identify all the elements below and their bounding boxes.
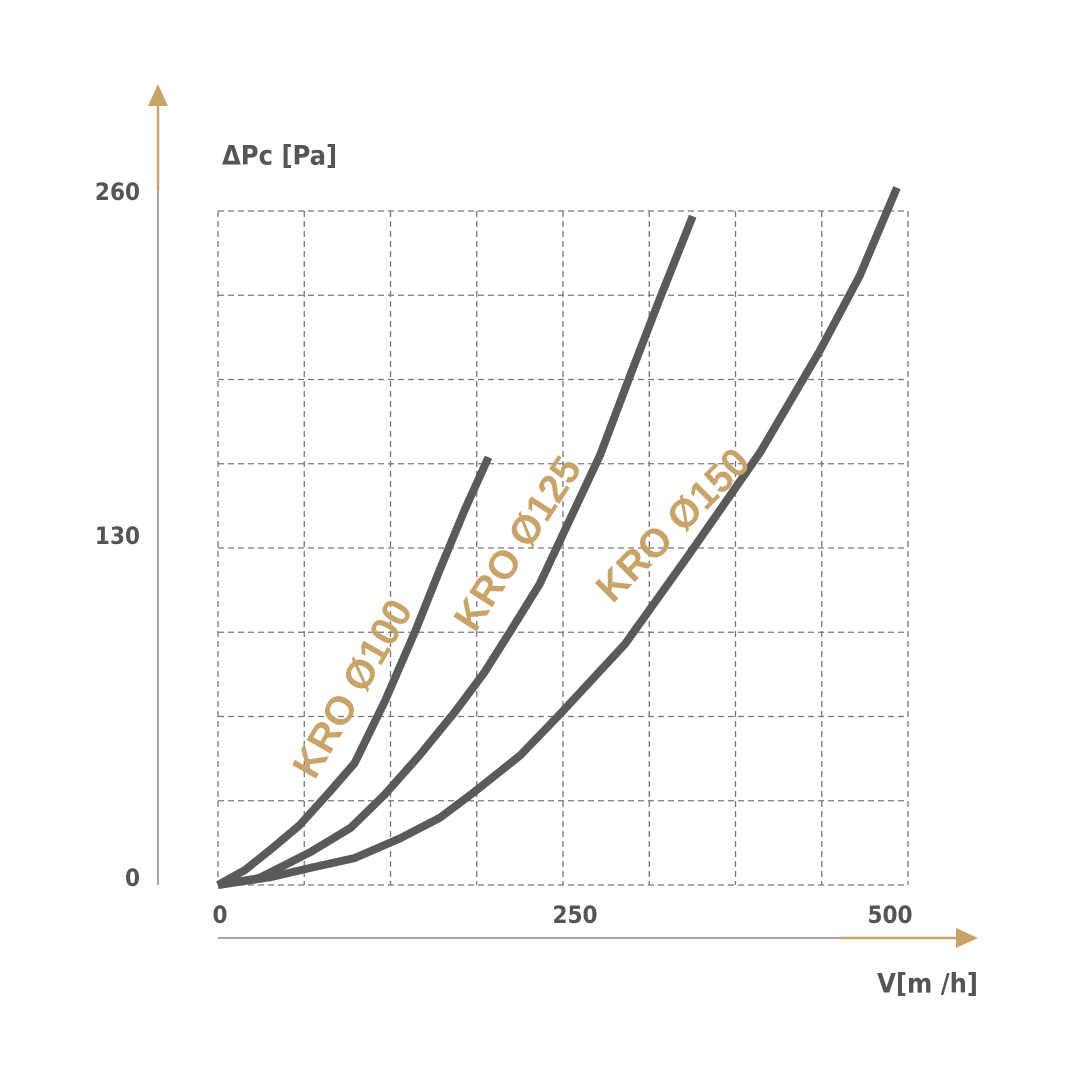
y-axis-title: ΔPc [Pa] xyxy=(222,141,337,172)
x-tick-label: 250 xyxy=(552,901,597,929)
curve xyxy=(216,455,493,889)
x-axis-title: V[m /h] xyxy=(877,969,978,1000)
y-tick-label: 0 xyxy=(125,864,140,892)
y-tick-label: 130 xyxy=(95,522,140,550)
x-axis-arrowhead xyxy=(956,928,978,948)
x-tick-label: 0 xyxy=(212,901,227,929)
x-tick-label: 500 xyxy=(867,901,912,929)
axes xyxy=(148,84,978,948)
y-axis-arrowhead xyxy=(148,84,168,106)
curve xyxy=(217,214,697,889)
curve xyxy=(217,186,901,889)
y-tick-label: 260 xyxy=(95,178,140,206)
